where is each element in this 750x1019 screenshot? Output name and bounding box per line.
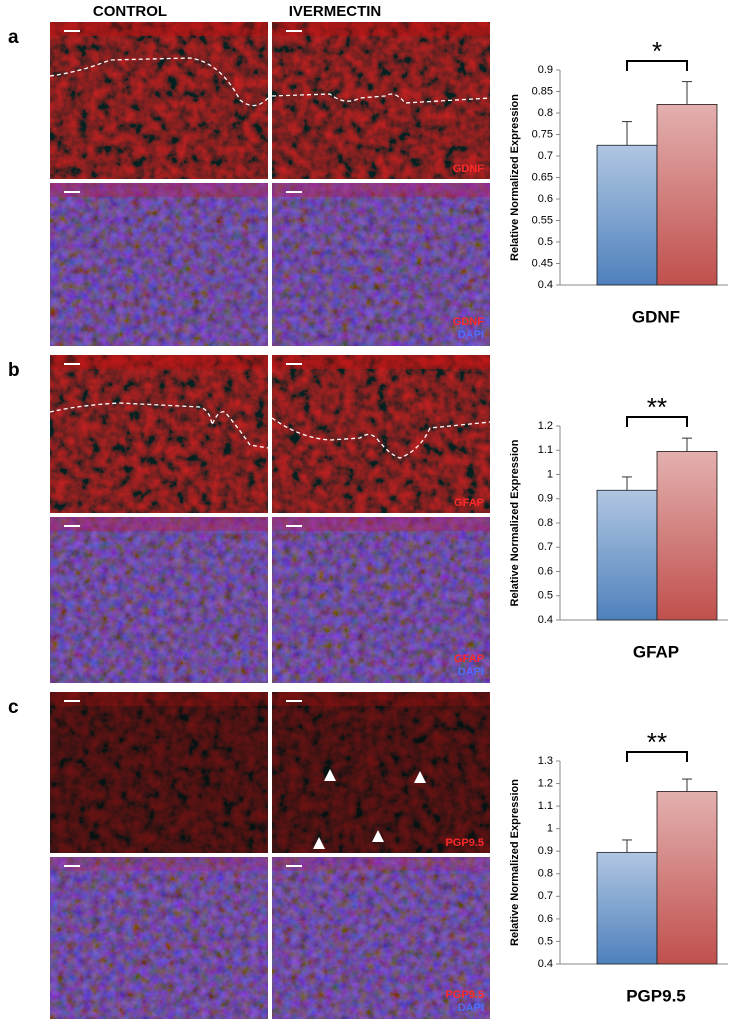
micrograph-texture xyxy=(272,183,490,346)
column-header: IVERMECTIN xyxy=(289,3,382,20)
stain-label: PGP9.5 xyxy=(445,989,484,1001)
boundary-line xyxy=(271,417,491,459)
y-tick-label: 1.3 xyxy=(538,755,553,767)
x-label: GDNF xyxy=(632,307,680,326)
arrowhead xyxy=(313,837,325,849)
y-tick-label: 0.4 xyxy=(538,614,553,626)
boundary-line xyxy=(271,93,491,104)
epidermis xyxy=(272,22,490,36)
micrograph-texture xyxy=(272,22,490,179)
arrowhead xyxy=(414,771,426,783)
micrograph-texture xyxy=(50,22,268,179)
y-tick-label: 0.5 xyxy=(538,590,553,602)
bar-shine xyxy=(657,791,717,964)
bar-shine xyxy=(657,451,717,620)
y-tick-label: 0.7 xyxy=(538,541,553,553)
y-tick-label: 1.1 xyxy=(538,800,553,812)
y-tick-label: 0.7 xyxy=(538,150,553,162)
y-tick-label: 0.9 xyxy=(538,493,553,505)
y-tick-label: 1.2 xyxy=(538,777,553,789)
panel-letter: b xyxy=(8,360,20,381)
micrograph-texture xyxy=(50,517,268,683)
y-tick-label: 0.5 xyxy=(538,935,553,947)
panel-letter: c xyxy=(8,697,19,718)
stain-label: GDNF xyxy=(453,316,484,328)
epidermis xyxy=(272,857,490,871)
arrowhead xyxy=(372,830,384,842)
arrowhead xyxy=(324,769,336,781)
y-tick-label: 0.45 xyxy=(532,257,553,269)
micrograph-texture xyxy=(272,692,490,853)
y-label: Relative Normalized Expression xyxy=(509,779,521,946)
epidermis xyxy=(50,857,268,871)
y-tick-label: 0.6 xyxy=(538,565,553,577)
stain-label: DAPI xyxy=(458,666,484,678)
epidermis xyxy=(50,183,268,197)
micrograph-texture xyxy=(50,692,268,853)
micrograph-texture xyxy=(272,517,490,683)
epidermis xyxy=(50,22,268,36)
y-tick-label: 0.9 xyxy=(538,845,553,857)
epidermis xyxy=(272,183,490,197)
y-tick-label: 0.6 xyxy=(538,193,553,205)
y-tick-label: 0.8 xyxy=(538,517,553,529)
micrograph-texture xyxy=(272,857,490,1019)
panel-letter: a xyxy=(8,27,19,48)
bar-shine xyxy=(657,104,717,285)
micrograph-texture xyxy=(50,355,268,513)
epidermis xyxy=(272,517,490,531)
significance-bracket xyxy=(626,60,688,71)
y-label: Relative Normalized Expression xyxy=(509,94,521,261)
y-tick-label: 0.65 xyxy=(532,171,553,183)
micrograph-texture xyxy=(50,857,268,1019)
boundary-line xyxy=(49,57,269,107)
y-tick-label: 0.7 xyxy=(538,890,553,902)
x-label: PGP9.5 xyxy=(626,986,686,1005)
y-tick-label: 0.9 xyxy=(538,64,553,76)
y-tick-label: 0.55 xyxy=(532,214,553,226)
y-tick-label: 0.4 xyxy=(538,958,553,970)
y-tick-label: 1 xyxy=(547,468,553,480)
epidermis xyxy=(272,692,490,706)
y-tick-label: 0.6 xyxy=(538,913,553,925)
significance-stars: ** xyxy=(647,727,667,757)
y-tick-label: 0.85 xyxy=(532,85,553,97)
micrograph-texture xyxy=(50,183,268,346)
epidermis xyxy=(272,355,490,369)
epidermis xyxy=(50,692,268,706)
bar-shine xyxy=(597,852,657,964)
bar-shine xyxy=(597,145,657,285)
stain-label: DAPI xyxy=(458,329,484,341)
y-tick-label: 1.1 xyxy=(538,444,553,456)
stain-label: GFAP xyxy=(454,497,484,509)
y-tick-label: 0.8 xyxy=(538,107,553,119)
significance-bracket xyxy=(626,416,688,427)
stain-label: GFAP xyxy=(454,653,484,665)
stain-label: DAPI xyxy=(458,1002,484,1014)
micrograph-texture xyxy=(272,355,490,513)
y-tick-label: 0.75 xyxy=(532,128,553,140)
epidermis xyxy=(50,355,268,369)
stain-label: GDNF xyxy=(453,163,484,175)
epidermis xyxy=(50,517,268,531)
charts: 0.4 0.45 0.5 0.55 0.6 0.65 0.7 0.75 0.8 0.85 0.9 * G… xyxy=(509,36,728,1005)
y-tick-label: 1 xyxy=(547,823,553,835)
significance-stars: ** xyxy=(647,392,667,422)
y-tick-label: 0.5 xyxy=(538,236,553,248)
y-tick-label: 0.8 xyxy=(538,868,553,880)
significance-stars: * xyxy=(652,36,662,66)
x-label: GFAP xyxy=(633,642,679,661)
significance-bracket xyxy=(626,751,688,762)
bar-shine xyxy=(597,490,657,620)
y-tick-label: 0.4 xyxy=(538,279,553,291)
y-tick-label: 1.2 xyxy=(538,420,553,432)
y-label: Relative Normalized Expression xyxy=(509,439,521,606)
stain-label: PGP9.5 xyxy=(445,837,484,849)
column-header: CONTROL xyxy=(93,3,167,20)
micrographs: aGDNFGDNFDAPIbGFAPGFAPDAPIcPGP9.5PGP9.5D… xyxy=(8,22,491,1019)
